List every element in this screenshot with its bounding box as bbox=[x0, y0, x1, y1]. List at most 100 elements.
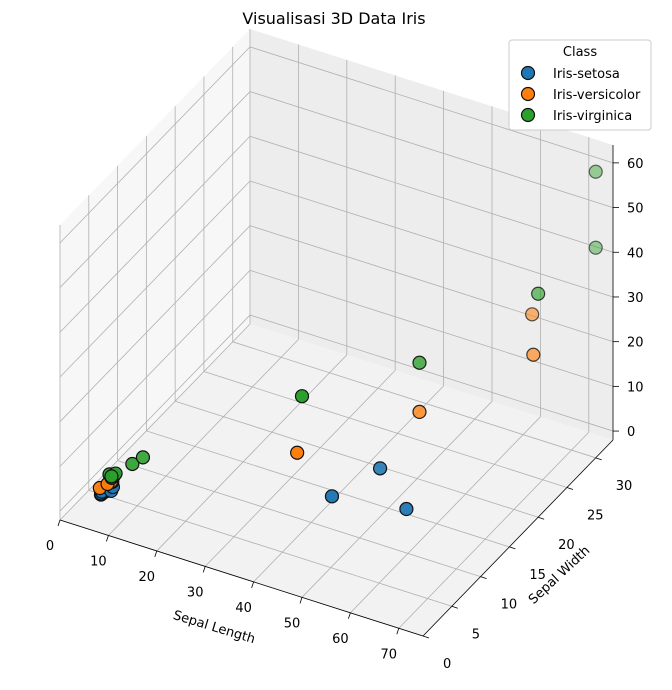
y-tick-mark bbox=[566, 487, 574, 490]
z-tick-label: 40 bbox=[627, 246, 644, 261]
legend: Class Iris-setosa Iris-versicolor Iris-vir… bbox=[508, 39, 652, 131]
y-tick-mark bbox=[451, 605, 458, 609]
x-tick-mark bbox=[57, 519, 61, 527]
x-tick-label: 70 bbox=[381, 647, 398, 662]
grid-line-y-floor bbox=[175, 400, 539, 518]
grid-line-z-wall bbox=[59, 314, 251, 512]
grid-line-x-floor bbox=[350, 416, 541, 614]
y-tick-label: 0 bbox=[443, 657, 451, 672]
y-tick-mark bbox=[595, 457, 602, 461]
x-tick-mark bbox=[202, 566, 206, 573]
y-tick-mark bbox=[509, 546, 516, 550]
data-point-iris-versicolor bbox=[412, 404, 427, 420]
z-tick-label: 0 bbox=[627, 425, 635, 440]
data-point-iris-virginica bbox=[588, 164, 603, 179]
grid-line-x-floor bbox=[59, 323, 251, 521]
grid-line-z-back bbox=[249, 91, 614, 208]
y-axis-line bbox=[422, 439, 614, 637]
grid-line-z-wall bbox=[59, 46, 251, 244]
z-tick-label: 10 bbox=[627, 380, 644, 395]
y-tick-mark bbox=[422, 635, 430, 639]
x-tick-mark bbox=[251, 581, 254, 588]
data-point-iris-versicolor bbox=[290, 445, 305, 460]
grid-lines bbox=[59, 29, 614, 637]
grid-line-z-back bbox=[249, 46, 614, 164]
legend-marker-iris-versicolor bbox=[520, 86, 536, 102]
x-tick-mark bbox=[348, 612, 351, 619]
grid-line-z-back bbox=[249, 314, 614, 432]
z-tick-label: 50 bbox=[627, 202, 644, 217]
legend-title: Class bbox=[563, 45, 597, 60]
data-points bbox=[92, 164, 603, 517]
grid-line-y-floor bbox=[203, 371, 568, 488]
axis-panes bbox=[60, 29, 613, 636]
grid-line-y-floor bbox=[88, 489, 452, 607]
x-tick-label: 0 bbox=[46, 539, 54, 554]
x-tick-label: 40 bbox=[235, 601, 252, 616]
data-point-iris-versicolor bbox=[526, 347, 541, 362]
back-wall-pane bbox=[250, 29, 613, 440]
grid-line-z-wall bbox=[59, 270, 251, 467]
grid-line-y-floor bbox=[117, 460, 481, 577]
y-tick-label: 30 bbox=[616, 479, 633, 494]
grid-line-z-wall bbox=[59, 91, 251, 288]
legend-label-iris-versicolor: Iris-versicolor bbox=[553, 88, 641, 103]
grid-line-z-back bbox=[249, 135, 614, 253]
x-tick-label: 30 bbox=[187, 585, 204, 600]
data-point-iris-setosa bbox=[399, 501, 414, 517]
grid-line-z-back bbox=[249, 180, 614, 298]
data-point-iris-virginica bbox=[412, 355, 427, 370]
axis-ticks: 0 10 20 30 40 50 60 70 0 5 10 15 20 25 30 0 10 20 30 40 50 60 bbox=[46, 157, 644, 672]
legend-marker-iris-virginica bbox=[520, 107, 536, 123]
grid-line-x-floor bbox=[301, 401, 493, 598]
x-tick-mark bbox=[106, 535, 109, 542]
grid-line-y-floor bbox=[232, 341, 596, 459]
x-tick-mark bbox=[154, 550, 158, 558]
x-tick-label: 50 bbox=[284, 616, 301, 631]
legend-label-iris-virginica: Iris-virginica bbox=[553, 109, 632, 124]
data-point-iris-virginica bbox=[104, 469, 119, 484]
data-point-iris-setosa bbox=[373, 461, 388, 476]
grid-line-y-floor bbox=[146, 430, 510, 548]
z-tick-label: 30 bbox=[627, 291, 644, 306]
legend-label-iris-setosa: Iris-setosa bbox=[553, 67, 620, 82]
legend-marker-iris-setosa bbox=[520, 65, 536, 81]
grid-line-x-floor bbox=[204, 370, 396, 567]
grid-line-z-wall bbox=[59, 135, 251, 333]
z-tick-label: 20 bbox=[627, 336, 644, 351]
data-point-iris-virginica bbox=[588, 240, 603, 255]
grid-line-x-floor bbox=[398, 431, 590, 629]
data-point-iris-setosa bbox=[324, 489, 340, 504]
y-tick-label: 15 bbox=[529, 568, 546, 583]
grid-line-x-floor bbox=[253, 385, 444, 583]
x-tick-label: 10 bbox=[90, 554, 107, 569]
grid-line-x-floor bbox=[156, 354, 348, 552]
grid-line-z-wall bbox=[59, 225, 251, 422]
grid-line-x-floor bbox=[108, 339, 299, 536]
x-tick-label: 20 bbox=[139, 570, 156, 585]
y-tick-mark bbox=[480, 576, 487, 579]
z-tick-label: 60 bbox=[627, 157, 644, 172]
x-tick-mark bbox=[396, 628, 400, 635]
legend-frame bbox=[508, 39, 652, 131]
x-axis-line bbox=[59, 519, 424, 637]
x-tick-label: 60 bbox=[332, 632, 349, 647]
grid-line-z-wall bbox=[59, 180, 251, 378]
x-tick-mark bbox=[299, 597, 303, 604]
data-point-iris-virginica bbox=[294, 389, 310, 404]
data-point-iris-virginica bbox=[531, 286, 546, 301]
y-tick-label: 10 bbox=[501, 598, 518, 613]
chart-title: Visualisasi 3D Data Iris bbox=[242, 9, 425, 28]
y-tick-label: 5 bbox=[472, 627, 480, 642]
data-point-iris-virginica bbox=[125, 456, 140, 472]
y-tick-mark bbox=[538, 516, 545, 520]
axis-edges bbox=[59, 145, 614, 637]
grid-line-z-back bbox=[249, 269, 614, 387]
floor-pane bbox=[60, 324, 613, 636]
y-tick-label: 25 bbox=[587, 509, 604, 524]
y-tick-label: 20 bbox=[558, 538, 575, 553]
data-point-iris-versicolor bbox=[525, 307, 540, 322]
left-wall-pane bbox=[60, 29, 250, 520]
grid-line-z-back bbox=[249, 225, 614, 343]
